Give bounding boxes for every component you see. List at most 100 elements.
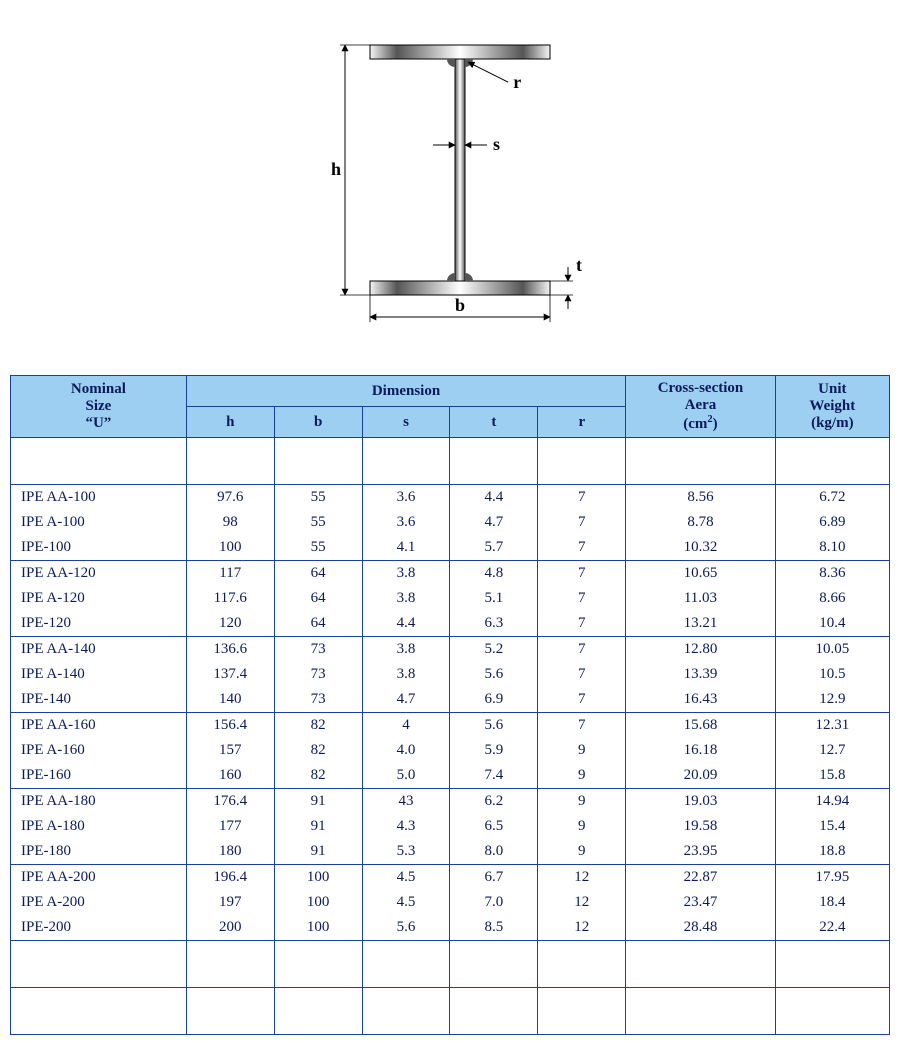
table-row: IPE A-10098553.64.778.786.89 bbox=[11, 510, 890, 535]
cell-r: 9 bbox=[538, 763, 626, 789]
table-row: IPE-2002001005.68.51228.4822.4 bbox=[11, 915, 890, 941]
table-row: IPE AA-140136.6733.85.2712.8010.05 bbox=[11, 637, 890, 663]
table-row: IPE A-140137.4733.85.6713.3910.5 bbox=[11, 662, 890, 687]
cell-wt: 14.94 bbox=[775, 789, 889, 815]
cell-t: 5.6 bbox=[450, 662, 538, 687]
cell-b: 91 bbox=[274, 839, 362, 865]
cell-b: 82 bbox=[274, 763, 362, 789]
ibeam-cross-section-diagram: hbstr bbox=[300, 20, 600, 340]
cell-b: 100 bbox=[274, 915, 362, 941]
cell-s: 4.3 bbox=[362, 814, 450, 839]
cell-area: 12.80 bbox=[626, 637, 775, 663]
cell-area: 28.48 bbox=[626, 915, 775, 941]
cell-wt: 10.4 bbox=[775, 611, 889, 637]
cell-area: 23.47 bbox=[626, 890, 775, 915]
table-row: IPE A-120117.6643.85.1711.038.66 bbox=[11, 586, 890, 611]
cell-s: 4.1 bbox=[362, 535, 450, 561]
cell-r: 9 bbox=[538, 839, 626, 865]
cell-s: 3.8 bbox=[362, 561, 450, 587]
cell-area: 13.21 bbox=[626, 611, 775, 637]
cell-s: 3.8 bbox=[362, 586, 450, 611]
table-row: IPE A-2001971004.57.01223.4718.4 bbox=[11, 890, 890, 915]
cell-name: IPE-160 bbox=[11, 763, 187, 789]
ipe-dimensions-table: Nominal Size “U” Dimension Cross-section… bbox=[10, 375, 890, 1035]
cell-b: 64 bbox=[274, 561, 362, 587]
cell-r: 9 bbox=[538, 814, 626, 839]
cell-t: 6.3 bbox=[450, 611, 538, 637]
table-row: IPE AA-160156.48245.6715.6812.31 bbox=[11, 713, 890, 739]
cell-h: 98 bbox=[186, 510, 274, 535]
cell-wt: 18.8 bbox=[775, 839, 889, 865]
cell-h: 180 bbox=[186, 839, 274, 865]
cell-t: 6.5 bbox=[450, 814, 538, 839]
cell-b: 82 bbox=[274, 738, 362, 763]
cell-area: 20.09 bbox=[626, 763, 775, 789]
cell-b: 55 bbox=[274, 510, 362, 535]
cell-name: IPE AA-140 bbox=[11, 637, 187, 663]
col-dim-h: h bbox=[186, 407, 274, 438]
cell-t: 5.9 bbox=[450, 738, 538, 763]
cell-r: 7 bbox=[538, 485, 626, 511]
cell-b: 82 bbox=[274, 713, 362, 739]
cell-h: 156.4 bbox=[186, 713, 274, 739]
col-nominal: Nominal Size “U” bbox=[11, 376, 187, 438]
cell-name: IPE AA-180 bbox=[11, 789, 187, 815]
cell-area: 16.18 bbox=[626, 738, 775, 763]
cell-t: 7.0 bbox=[450, 890, 538, 915]
cell-t: 8.0 bbox=[450, 839, 538, 865]
cell-b: 100 bbox=[274, 890, 362, 915]
cell-h: 177 bbox=[186, 814, 274, 839]
cell-b: 64 bbox=[274, 611, 362, 637]
svg-text:s: s bbox=[493, 134, 500, 154]
cell-r: 12 bbox=[538, 915, 626, 941]
table-row: IPE-120120644.46.3713.2110.4 bbox=[11, 611, 890, 637]
cell-s: 4.5 bbox=[362, 890, 450, 915]
cell-b: 73 bbox=[274, 662, 362, 687]
cell-wt: 10.05 bbox=[775, 637, 889, 663]
cell-wt: 6.89 bbox=[775, 510, 889, 535]
cell-wt: 6.72 bbox=[775, 485, 889, 511]
cell-h: 117.6 bbox=[186, 586, 274, 611]
cell-name: IPE A-120 bbox=[11, 586, 187, 611]
cell-s: 3.6 bbox=[362, 510, 450, 535]
cell-b: 73 bbox=[274, 637, 362, 663]
cell-s: 5.3 bbox=[362, 839, 450, 865]
cell-t: 7.4 bbox=[450, 763, 538, 789]
cell-s: 4.5 bbox=[362, 865, 450, 891]
cell-h: 140 bbox=[186, 687, 274, 713]
cell-h: 136.6 bbox=[186, 637, 274, 663]
cell-b: 73 bbox=[274, 687, 362, 713]
cell-t: 6.2 bbox=[450, 789, 538, 815]
cell-h: 100 bbox=[186, 535, 274, 561]
cell-name: IPE A-100 bbox=[11, 510, 187, 535]
cell-t: 5.7 bbox=[450, 535, 538, 561]
cell-s: 5.0 bbox=[362, 763, 450, 789]
cell-h: 137.4 bbox=[186, 662, 274, 687]
cell-s: 4.4 bbox=[362, 611, 450, 637]
cell-area: 8.78 bbox=[626, 510, 775, 535]
cell-t: 5.1 bbox=[450, 586, 538, 611]
cell-wt: 8.10 bbox=[775, 535, 889, 561]
cell-r: 7 bbox=[538, 586, 626, 611]
table-row: IPE-160160825.07.4920.0915.8 bbox=[11, 763, 890, 789]
cell-r: 7 bbox=[538, 662, 626, 687]
col-dimension-group: Dimension bbox=[186, 376, 625, 407]
cell-h: 120 bbox=[186, 611, 274, 637]
cell-h: 97.6 bbox=[186, 485, 274, 511]
col-dim-s: s bbox=[362, 407, 450, 438]
col-weight: Unit Weight (kg/m) bbox=[775, 376, 889, 438]
cell-r: 7 bbox=[538, 713, 626, 739]
cell-h: 200 bbox=[186, 915, 274, 941]
cell-name: IPE-120 bbox=[11, 611, 187, 637]
cell-h: 197 bbox=[186, 890, 274, 915]
cell-r: 7 bbox=[538, 561, 626, 587]
cell-t: 6.9 bbox=[450, 687, 538, 713]
col-dim-t: t bbox=[450, 407, 538, 438]
cell-wt: 17.95 bbox=[775, 865, 889, 891]
cell-s: 3.6 bbox=[362, 485, 450, 511]
cell-area: 19.58 bbox=[626, 814, 775, 839]
svg-text:r: r bbox=[513, 72, 521, 92]
cell-name: IPE-180 bbox=[11, 839, 187, 865]
cell-wt: 10.5 bbox=[775, 662, 889, 687]
cell-name: IPE A-200 bbox=[11, 890, 187, 915]
